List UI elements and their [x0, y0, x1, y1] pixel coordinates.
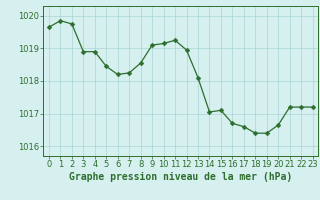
X-axis label: Graphe pression niveau de la mer (hPa): Graphe pression niveau de la mer (hPa): [69, 172, 292, 182]
